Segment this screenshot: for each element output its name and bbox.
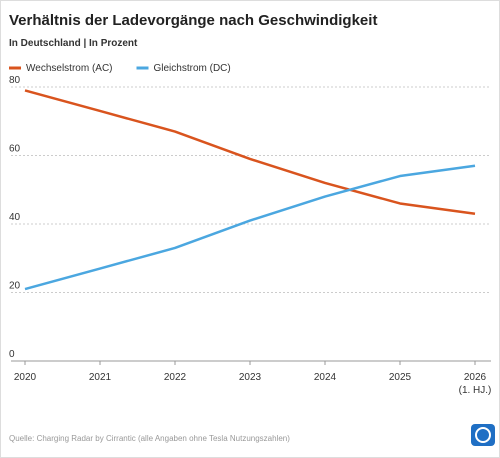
x-tick-label: 2020 (13, 372, 37, 383)
legend-label: Gleichstrom (DC) (154, 63, 231, 74)
source-note: Quelle: Charging Radar by Cirrantic (all… (9, 434, 290, 443)
y-tick-label: 0 (9, 349, 15, 360)
chart-title: Verhältnis der Ladevorgänge nach Geschwi… (9, 12, 377, 29)
y-tick-label: 80 (9, 75, 21, 86)
x-tick-label: 2026 (1. HJ.) (458, 372, 492, 396)
x-tick-label: 2025 (388, 372, 412, 383)
legend-label: Wechselstrom (AC) (26, 63, 113, 74)
y-tick-label: 20 (9, 281, 21, 292)
series-line (24, 89, 476, 215)
chart-subtitle: In Deutschland | In Prozent (9, 38, 138, 49)
x-tick-label: 2022 (163, 372, 187, 383)
y-tick-label: 40 (9, 212, 21, 223)
x-tick-label: 2021 (88, 372, 112, 383)
y-tick-label: 60 (9, 144, 21, 155)
x-tick-label: 2024 (313, 372, 337, 383)
series-line (24, 164, 476, 291)
logo (471, 424, 495, 446)
x-tick-label: 2023 (238, 372, 262, 383)
